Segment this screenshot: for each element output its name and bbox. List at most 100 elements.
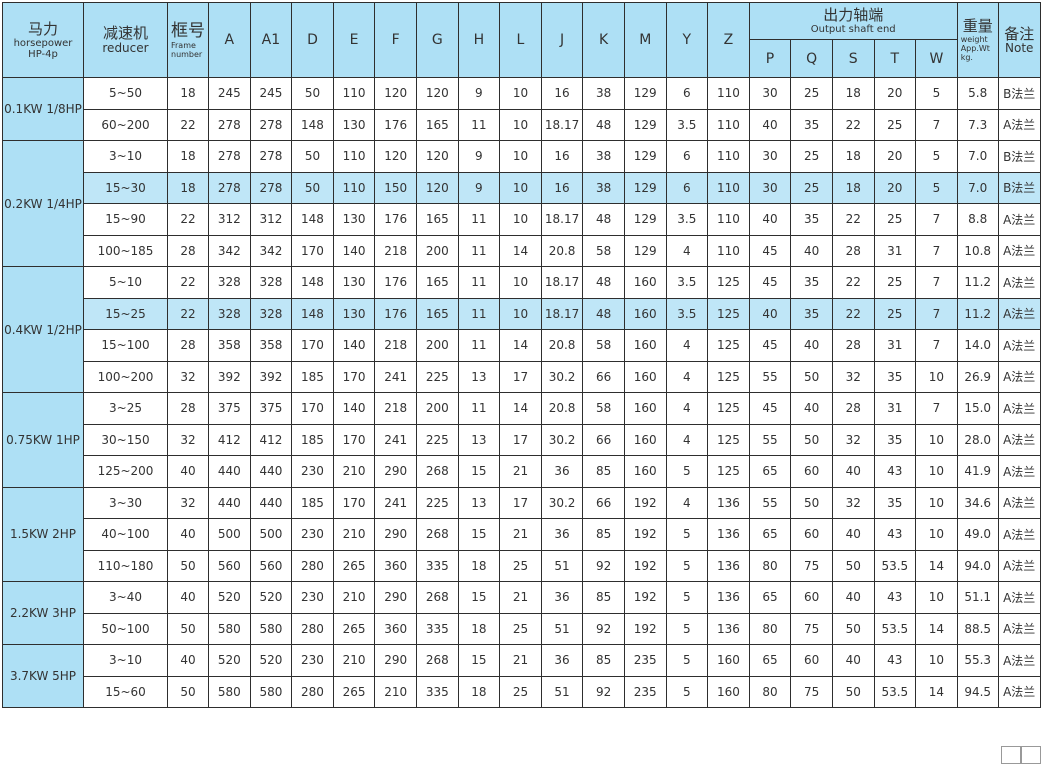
value-cell: 5 <box>665 455 709 488</box>
value-cell: 6 <box>665 171 709 204</box>
value-cell: 53.5 <box>873 675 917 708</box>
value-cell: 25 <box>499 549 542 582</box>
value-cell: 75 <box>790 612 833 645</box>
value-cell: 392 <box>208 360 251 393</box>
value-cell: 32 <box>831 360 875 393</box>
value-cell: 36 <box>540 581 584 614</box>
value-cell: 58 <box>582 392 625 425</box>
value-cell: 43 <box>873 455 917 488</box>
value-cell: 7 <box>915 108 958 141</box>
value-cell: 11 <box>457 297 501 330</box>
value-cell: 210 <box>332 644 376 677</box>
value-cell: 110 <box>707 171 750 204</box>
value-cell: 218 <box>374 392 417 425</box>
value-cell: 160 <box>623 423 667 456</box>
reducer-ratio-cell: 3~10 <box>83 644 168 677</box>
value-cell: 85 <box>582 455 625 488</box>
value-cell: 160 <box>623 297 667 330</box>
value-cell: 125 <box>707 423 750 456</box>
value-cell: 13 <box>457 423 501 456</box>
value-cell: 30.2 <box>540 486 584 519</box>
value-cell: 50 <box>291 171 334 204</box>
header-horsepower-en: horsepower <box>13 37 73 49</box>
value-cell: 328 <box>208 297 251 330</box>
table-row: 15~30 18 278 278 50 110 150 120 9 10 16 38 129 6 110 30… <box>3 171 1041 204</box>
value-cell: 22 <box>831 266 875 299</box>
value-cell: 268 <box>415 644 459 677</box>
value-cell: 11 <box>457 329 501 362</box>
header-dim-d: D <box>291 2 334 78</box>
value-cell: 65 <box>748 581 792 614</box>
value-cell: 25 <box>499 612 542 645</box>
value-cell: 110 <box>332 140 376 173</box>
value-cell: 10 <box>499 203 542 236</box>
value-cell: 280 <box>291 549 334 582</box>
value-cell: 11.2 <box>956 297 999 330</box>
value-cell: 120 <box>374 140 417 173</box>
note-cell: A法兰 <box>997 266 1041 299</box>
reducer-ratio-cell: 3~10 <box>83 140 168 173</box>
value-cell: 28 <box>167 329 209 362</box>
value-cell: 140 <box>332 234 376 267</box>
value-cell: 14 <box>499 234 542 267</box>
value-cell: 75 <box>790 675 833 708</box>
value-cell: 268 <box>415 455 459 488</box>
value-cell: 18.17 <box>540 108 584 141</box>
page-button-1[interactable] <box>1001 746 1021 764</box>
note-cell: B法兰 <box>997 140 1041 173</box>
value-cell: 28.0 <box>956 423 999 456</box>
value-cell: 35 <box>873 360 917 393</box>
value-cell: 278 <box>208 140 251 173</box>
value-cell: 4 <box>665 486 709 519</box>
value-cell: 35 <box>873 486 917 519</box>
value-cell: 265 <box>332 549 376 582</box>
reducer-ratio-cell: 5~50 <box>83 77 168 110</box>
value-cell: 40 <box>790 234 833 267</box>
horsepower-cell: 2.2KW 3HP <box>2 581 84 645</box>
value-cell: 335 <box>415 675 459 708</box>
value-cell: 50 <box>831 549 875 582</box>
value-cell: 192 <box>623 549 667 582</box>
value-cell: 36 <box>540 518 584 551</box>
value-cell: 170 <box>291 329 334 362</box>
value-cell: 192 <box>623 518 667 551</box>
value-cell: 75 <box>790 549 833 582</box>
reducer-ratio-cell: 5~10 <box>83 266 168 299</box>
header-output-cn: 出力轴端 <box>823 6 884 24</box>
value-cell: 35 <box>790 108 833 141</box>
value-cell: 13 <box>457 486 501 519</box>
value-cell: 129 <box>623 108 667 141</box>
value-cell: 40 <box>748 203 792 236</box>
table-row: 15~90 22 312 312 148 130 176 165 11 10 18.17 48 129 3… <box>3 203 1041 236</box>
value-cell: 16 <box>540 77 584 110</box>
value-cell: 60 <box>790 644 833 677</box>
header-dim-g: G <box>415 2 459 78</box>
header-note-cn: 备注 <box>1004 25 1035 43</box>
value-cell: 10 <box>499 171 542 204</box>
value-cell: 53.5 <box>873 549 917 582</box>
value-cell: 5 <box>915 171 958 204</box>
value-cell: 125 <box>707 329 750 362</box>
reducer-ratio-cell: 15~100 <box>83 329 168 362</box>
value-cell: 8.8 <box>956 203 999 236</box>
header-output-t: T <box>873 39 917 78</box>
value-cell: 360 <box>374 549 417 582</box>
value-cell: 22 <box>167 108 209 141</box>
header-weight-en2: App.Wt <box>960 44 990 53</box>
page-button-2[interactable] <box>1021 746 1041 764</box>
value-cell: 66 <box>582 423 625 456</box>
value-cell: 268 <box>415 518 459 551</box>
value-cell: 148 <box>291 266 334 299</box>
value-cell: 290 <box>374 518 417 551</box>
value-cell: 130 <box>332 266 376 299</box>
value-cell: 328 <box>249 266 293 299</box>
header-frame-cn: 框号 <box>171 20 205 41</box>
value-cell: 185 <box>291 423 334 456</box>
value-cell: 10 <box>915 644 958 677</box>
value-cell: 110 <box>707 77 750 110</box>
value-cell: 290 <box>374 581 417 614</box>
value-cell: 5 <box>665 675 709 708</box>
value-cell: 10 <box>915 581 958 614</box>
value-cell: 50 <box>831 612 875 645</box>
value-cell: 30 <box>748 171 792 204</box>
